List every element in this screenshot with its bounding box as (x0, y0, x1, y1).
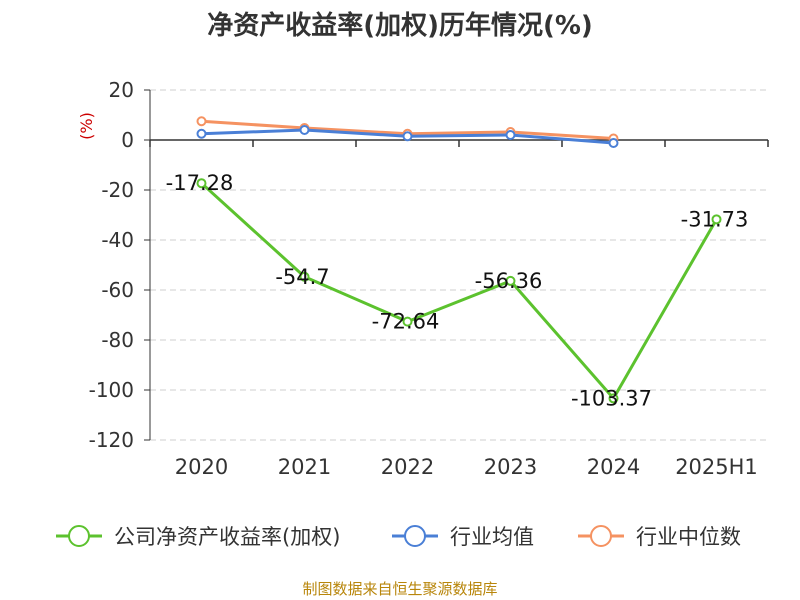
y-tick-label: -100 (89, 378, 134, 402)
y-tick-label: -80 (101, 328, 134, 352)
axes (144, 89, 769, 441)
legend-swatch-marker (590, 525, 612, 547)
legend-swatch-marker (404, 525, 426, 547)
data-point-industry_median (196, 116, 207, 127)
legend-label: 行业均值 (450, 525, 534, 549)
x-tick-label: 2025H1 (675, 455, 758, 479)
data-label: -56.36 (475, 269, 543, 293)
data-point-industry_avg (608, 138, 619, 148)
y-tick-label: -120 (89, 428, 134, 452)
data-label: -17.28 (166, 171, 234, 195)
y-tick-label: -40 (101, 228, 134, 252)
legend-swatch-marker (68, 525, 90, 547)
data-point-industry_avg (402, 131, 413, 142)
x-tick-label: 2022 (381, 455, 434, 479)
series-line-company (200, 182, 718, 400)
y-axis-unit: (%) (77, 112, 96, 140)
y-tick-label: -20 (101, 178, 134, 202)
data-point-industry_avg (196, 128, 207, 139)
data-label: -54.7 (275, 265, 329, 289)
legend: 公司净资产收益率(加权) 行业均值 行业中位数 (56, 525, 741, 549)
legend-item-industry_avg: 行业均值 (392, 525, 534, 549)
data-point-company (402, 316, 413, 327)
grid-lines (150, 89, 768, 441)
y-tick-label: -60 (101, 278, 134, 302)
source-note: 制图数据来自恒生聚源数据库 (302, 580, 497, 598)
data-labels: -17.28 -54.7 -72.64 -56.36 -103.37 -31.73 (166, 171, 749, 410)
data-label: -31.73 (681, 207, 749, 231)
y-tick-label: 0 (121, 128, 134, 152)
x-tick-label: 2020 (175, 455, 228, 479)
y-tick-label: 20 (109, 78, 134, 102)
data-point-company (608, 393, 619, 404)
legend-item-company: 公司净资产收益率(加权) (56, 525, 340, 549)
data-point-company (505, 275, 516, 286)
x-tick-label: 2024 (587, 455, 640, 479)
data-label: -103.37 (571, 386, 652, 410)
y-tick-labels: 20 0 -20 -40 -60 -80 -100 -120 (89, 78, 134, 452)
data-point-industry_avg (299, 125, 310, 135)
legend-label: 行业中位数 (636, 525, 741, 549)
data-point-company (299, 271, 310, 282)
legend-label: 公司净资产收益率(加权) (114, 525, 340, 549)
chart-title: 净资产收益率(加权)历年情况(%) (207, 10, 593, 41)
data-label: -72.64 (372, 310, 440, 334)
data-point-company (196, 178, 207, 189)
data-point-industry_avg (505, 130, 516, 140)
legend-item-industry_median: 行业中位数 (578, 525, 741, 549)
data-point-company (711, 214, 722, 225)
x-tick-label: 2023 (484, 455, 537, 479)
x-tick-label: 2021 (278, 455, 331, 479)
x-tick-labels: 2020 2021 2022 2023 2024 2025H1 (175, 455, 758, 479)
series-lines (196, 116, 722, 404)
